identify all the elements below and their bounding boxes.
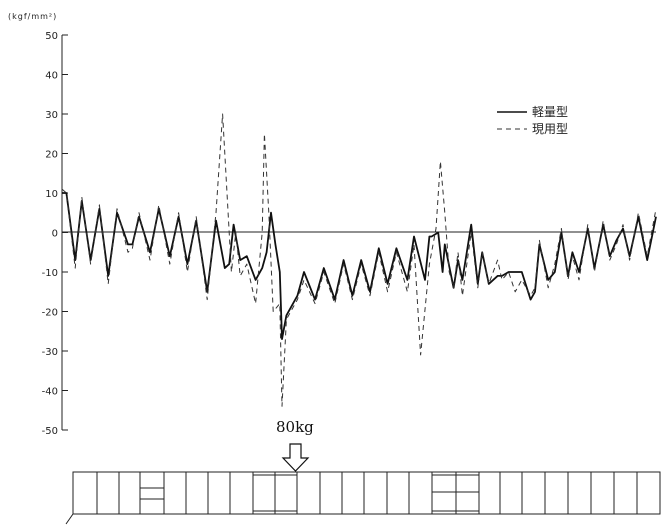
series-line-light xyxy=(62,192,657,341)
frame-outline xyxy=(72,471,661,515)
y-tick-label: -50 xyxy=(42,426,58,437)
y-axis: 50 40 30 20 10 0 -10 -20 -30 -40 -50 xyxy=(42,31,68,437)
frame-diagram xyxy=(65,471,661,525)
y-tick-label: 50 xyxy=(45,31,58,42)
load-arrow xyxy=(281,443,310,472)
frame-stiffened-section-2 xyxy=(431,474,480,512)
legend: 軽量型 現用型 xyxy=(497,105,568,136)
y-tick-label: -30 xyxy=(42,347,58,358)
frame-dividers xyxy=(96,472,638,514)
y-tick-label: 20 xyxy=(45,150,58,161)
frame-detail-left xyxy=(139,487,165,500)
frame-baseline xyxy=(65,513,660,525)
y-tick-label: -40 xyxy=(42,387,58,398)
y-tick-label: -20 xyxy=(42,308,58,319)
y-axis-unit-label: (kgf/mm²) xyxy=(8,12,57,21)
legend-label-current: 現用型 xyxy=(532,122,568,136)
y-tick-label: 40 xyxy=(45,71,58,82)
legend-label-light: 軽量型 xyxy=(532,105,568,119)
frame-stiffened-section-1 xyxy=(252,474,298,512)
y-tick-label: 0 xyxy=(52,229,58,240)
series-layer xyxy=(61,113,657,407)
y-tick-label: -10 xyxy=(42,268,58,279)
load-label: 80kg xyxy=(276,418,314,436)
y-tick-label: 30 xyxy=(45,110,58,121)
y-tick-label: 10 xyxy=(45,189,58,200)
series-line-current xyxy=(61,113,657,407)
